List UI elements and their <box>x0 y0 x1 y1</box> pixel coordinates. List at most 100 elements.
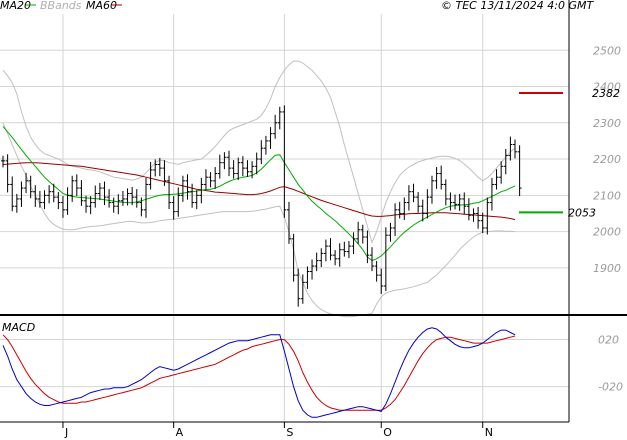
price-bar <box>245 160 250 177</box>
ma20-line <box>2 126 516 262</box>
price-bar <box>420 199 425 222</box>
price-bar <box>273 114 278 139</box>
price-bar <box>351 232 356 255</box>
price-bar <box>503 148 508 175</box>
price-bar <box>125 188 130 206</box>
price-bar <box>323 239 328 262</box>
price-bar <box>485 197 490 235</box>
month-label: O <box>383 426 392 439</box>
bb-upper-line <box>2 60 516 245</box>
price-bar <box>406 185 411 211</box>
price-bar <box>79 180 84 206</box>
price-bar <box>143 177 148 218</box>
resistance-label: 2382 <box>592 87 620 100</box>
legend-bbands: BBands <box>40 0 82 12</box>
price-bar <box>37 190 42 208</box>
price-bar <box>342 241 347 257</box>
month-label: S <box>286 426 293 439</box>
legend: MA20 BBands MA60 © TEC 13/11/2024 4:0 GM… <box>0 0 594 12</box>
price-bar <box>157 157 162 177</box>
price-bar <box>116 194 121 215</box>
price-bar <box>337 243 342 267</box>
price-bar <box>383 227 388 292</box>
price-bar <box>162 160 167 186</box>
price-tick-label: 2300 <box>593 117 621 130</box>
price-bar <box>33 185 38 207</box>
price-bar <box>42 190 47 210</box>
price-bar <box>393 203 398 236</box>
axes: 1900 2000 2100 2200 2300 2400 2500 020 -020 J A S O N <box>62 44 623 439</box>
price-bar <box>466 198 471 221</box>
price-bar <box>254 152 259 175</box>
price-bar <box>10 176 15 212</box>
price-bar <box>346 241 351 259</box>
price-bar <box>70 175 75 202</box>
price-bar <box>448 192 453 211</box>
price-bar <box>65 187 70 215</box>
price-bar <box>356 221 361 244</box>
price-bar <box>263 135 268 155</box>
price-bar <box>328 238 333 261</box>
macd-tick-label: 020 <box>598 334 619 347</box>
price-bar <box>305 266 310 289</box>
price-bar <box>217 154 222 179</box>
macd-signal-line <box>2 334 516 411</box>
macd-title: MACD <box>2 321 35 334</box>
price-bar <box>231 160 236 179</box>
month-label: J <box>64 426 68 439</box>
macd-line <box>2 327 516 418</box>
price-bar <box>222 152 227 170</box>
price-bar <box>148 161 153 190</box>
macd-lines <box>2 327 516 418</box>
price-bar <box>268 127 273 149</box>
price-bar <box>310 259 315 280</box>
price-bar <box>494 169 499 190</box>
price-bar <box>176 187 181 217</box>
legend-ma60: MA60 <box>86 0 117 12</box>
price-bar <box>203 169 208 190</box>
price-bar <box>282 105 287 218</box>
price-bar <box>107 189 112 208</box>
price-bar <box>508 136 513 161</box>
price-bar <box>374 260 379 282</box>
price-bar <box>194 190 199 210</box>
price-bar <box>388 222 393 242</box>
price-bar <box>370 247 375 272</box>
price-bar <box>411 183 416 203</box>
ma60-line-layer <box>2 162 516 221</box>
price-bar <box>300 274 305 304</box>
price-tick-label: 1900 <box>593 262 621 275</box>
price-bar <box>199 177 204 204</box>
price-bar <box>5 154 10 193</box>
price-tick-label: 2500 <box>593 44 621 57</box>
price-bar <box>88 196 93 215</box>
price-tick-label: 2100 <box>593 189 621 202</box>
ma20-level-label: 2053 <box>568 206 596 219</box>
price-bar <box>120 190 125 206</box>
price-bar <box>476 206 481 229</box>
price-bar <box>453 194 458 210</box>
price-bar <box>51 183 56 203</box>
price-bar <box>153 159 158 177</box>
price-bar <box>462 192 467 215</box>
price-tick-label: 2200 <box>593 153 621 166</box>
price-bar <box>19 181 24 207</box>
price-bar <box>429 175 434 204</box>
month-label: N <box>485 426 493 439</box>
price-bars <box>1 105 522 307</box>
price-bar <box>213 167 218 189</box>
price-bar <box>397 201 402 219</box>
price-bar <box>28 175 33 199</box>
price-bar <box>416 192 421 213</box>
price-bar <box>489 177 494 211</box>
price-bar <box>471 208 476 222</box>
price-bar <box>499 161 504 184</box>
level-markers: 2382 2053 <box>519 87 620 219</box>
price-bar <box>379 268 384 294</box>
price-bar <box>134 189 139 208</box>
price-bar <box>240 156 245 177</box>
price-bar <box>56 192 61 210</box>
price-bar <box>480 212 485 234</box>
price-bar <box>425 189 430 219</box>
